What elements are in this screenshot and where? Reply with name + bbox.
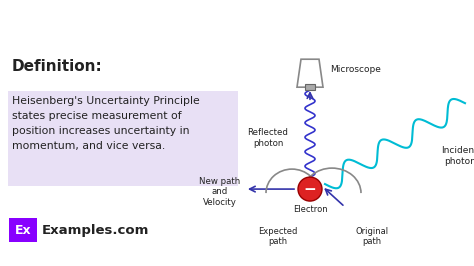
Text: Original
path: Original path xyxy=(356,227,389,246)
FancyBboxPatch shape xyxy=(305,84,315,90)
Text: −: − xyxy=(304,182,316,197)
Text: Incident
photon: Incident photon xyxy=(442,146,474,166)
Text: Definition:: Definition: xyxy=(12,59,103,74)
Text: Electron: Electron xyxy=(292,205,328,214)
Text: Microscope: Microscope xyxy=(330,65,381,74)
Text: New path
and
Velocity: New path and Velocity xyxy=(200,177,241,207)
Text: Examples.com: Examples.com xyxy=(42,223,149,236)
FancyBboxPatch shape xyxy=(9,218,37,242)
Text: Reflected
photon: Reflected photon xyxy=(247,128,289,148)
Text: Expected
path: Expected path xyxy=(258,227,298,246)
FancyBboxPatch shape xyxy=(8,91,238,186)
Text: HEISENBERGS UNCERTAINTY PRINCIPLE: HEISENBERGS UNCERTAINTY PRINCIPLE xyxy=(43,12,431,30)
Polygon shape xyxy=(297,59,323,87)
Text: Ex: Ex xyxy=(15,223,31,236)
Text: Heisenberg's Uncertainty Principle
states precise measurement of
position increa: Heisenberg's Uncertainty Principle state… xyxy=(12,96,200,151)
Circle shape xyxy=(298,177,322,201)
